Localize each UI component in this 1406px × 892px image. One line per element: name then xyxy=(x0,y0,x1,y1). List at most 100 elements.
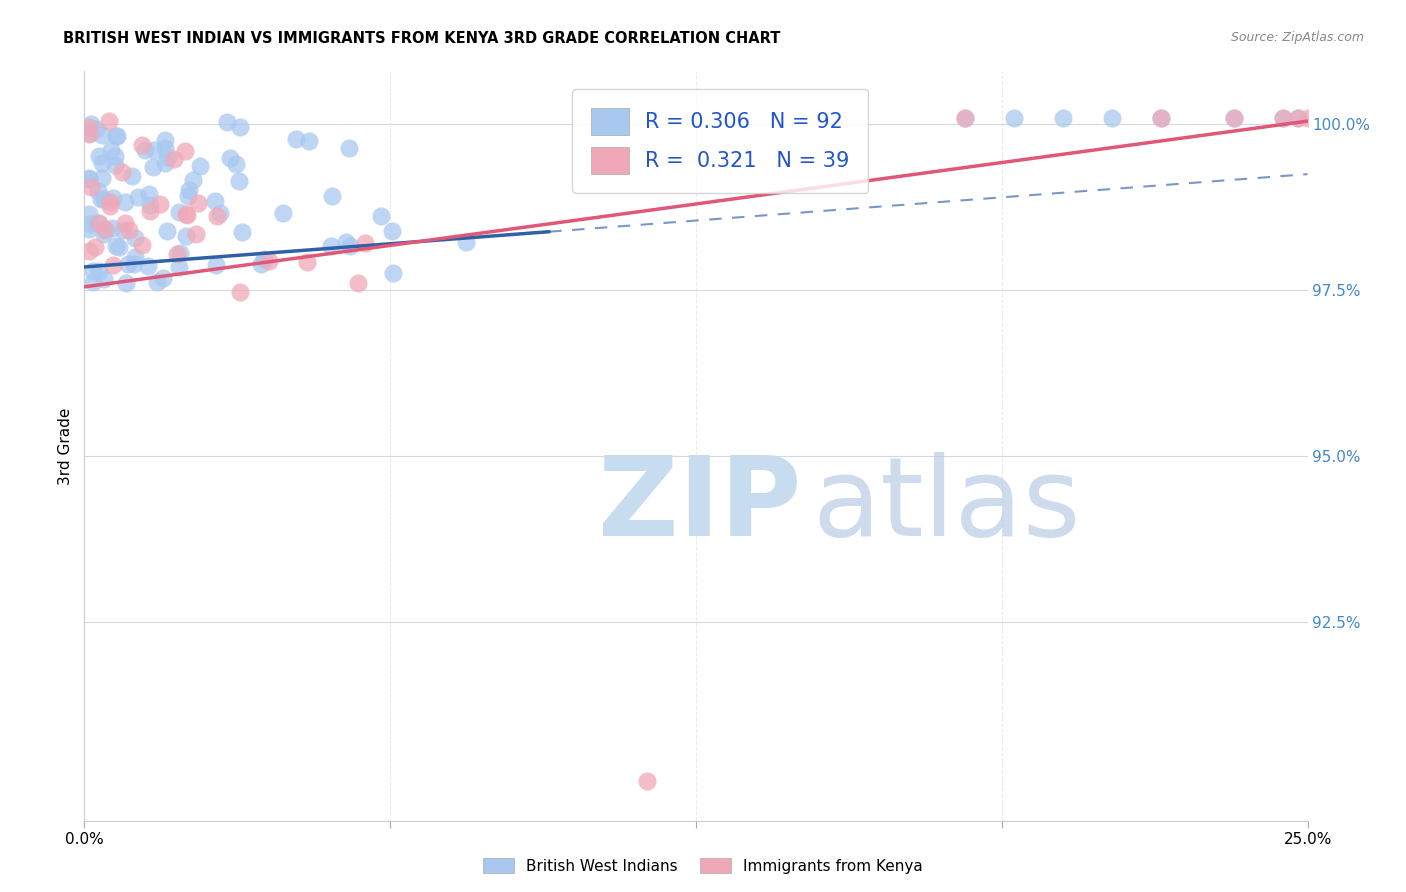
Point xyxy=(89,264,111,278)
Point xyxy=(321,189,343,203)
Point xyxy=(257,253,280,268)
Point xyxy=(84,240,107,254)
Point xyxy=(98,199,121,213)
Point xyxy=(163,152,186,166)
Point xyxy=(346,276,368,290)
Point xyxy=(86,184,108,198)
Point xyxy=(87,216,110,230)
Point xyxy=(104,158,127,172)
Point xyxy=(131,237,153,252)
Point xyxy=(156,150,179,164)
Point xyxy=(138,204,160,219)
Point xyxy=(105,238,128,252)
Point xyxy=(101,220,124,235)
Point xyxy=(91,128,114,142)
Point xyxy=(271,206,294,220)
Point xyxy=(82,264,104,278)
Point xyxy=(111,165,134,179)
Point xyxy=(114,194,136,209)
Point xyxy=(1286,111,1309,125)
Point xyxy=(143,143,166,157)
Point xyxy=(93,272,115,286)
Point xyxy=(169,245,191,260)
Point xyxy=(1223,111,1246,125)
Point xyxy=(124,231,146,245)
Point xyxy=(298,134,321,148)
Point xyxy=(181,173,204,187)
Point xyxy=(207,210,229,224)
Point xyxy=(187,195,209,210)
Point xyxy=(87,216,110,230)
Point xyxy=(77,171,100,186)
Point xyxy=(184,227,207,242)
Point xyxy=(153,141,176,155)
Point xyxy=(127,190,149,204)
Point xyxy=(82,276,104,290)
Point xyxy=(250,257,273,271)
Y-axis label: 3rd Grade: 3rd Grade xyxy=(58,408,73,484)
Point xyxy=(176,189,198,203)
Point xyxy=(79,120,101,134)
Point xyxy=(174,228,197,243)
Point xyxy=(228,285,250,299)
Point xyxy=(89,149,111,163)
Point xyxy=(228,174,250,188)
Point xyxy=(77,244,100,258)
Point xyxy=(153,155,176,169)
Point xyxy=(166,247,188,261)
Point xyxy=(155,133,177,147)
Point xyxy=(91,155,114,169)
Point xyxy=(381,224,404,238)
Point xyxy=(174,144,197,158)
Point xyxy=(1150,111,1173,125)
Point xyxy=(1272,111,1295,125)
Point xyxy=(1286,111,1309,125)
Point xyxy=(167,204,190,219)
Point xyxy=(79,126,101,140)
Point xyxy=(152,271,174,285)
Point xyxy=(77,207,100,221)
Point xyxy=(80,117,103,131)
Point xyxy=(176,208,198,222)
Point xyxy=(335,235,357,250)
Point xyxy=(370,209,392,223)
Point xyxy=(90,192,112,206)
Point xyxy=(295,255,318,269)
Point xyxy=(321,239,343,253)
Point xyxy=(139,198,162,212)
Point xyxy=(156,224,179,238)
Point xyxy=(208,205,231,219)
Text: atlas: atlas xyxy=(813,452,1081,559)
Point xyxy=(80,180,103,194)
Point xyxy=(117,257,139,271)
Text: BRITISH WEST INDIAN VS IMMIGRANTS FROM KENYA 3RD GRADE CORRELATION CHART: BRITISH WEST INDIAN VS IMMIGRANTS FROM K… xyxy=(63,31,780,46)
Point xyxy=(103,190,125,204)
Point xyxy=(204,194,226,208)
Point xyxy=(284,132,307,146)
Point xyxy=(91,170,114,185)
Point xyxy=(131,137,153,152)
Legend: R = 0.306   N = 92, R =  0.321   N = 39: R = 0.306 N = 92, R = 0.321 N = 39 xyxy=(572,89,869,193)
Point xyxy=(93,221,115,235)
Point xyxy=(339,239,361,253)
Point xyxy=(97,114,120,128)
Point xyxy=(146,276,169,290)
Point xyxy=(149,197,172,211)
Point xyxy=(167,260,190,274)
Point xyxy=(354,236,377,251)
Point xyxy=(1052,111,1074,125)
Point xyxy=(94,222,117,236)
Text: Source: ZipAtlas.com: Source: ZipAtlas.com xyxy=(1230,31,1364,45)
Point xyxy=(108,240,131,254)
Point xyxy=(454,235,477,249)
Point xyxy=(77,221,100,235)
Point xyxy=(122,257,145,271)
Point xyxy=(953,111,976,125)
Point xyxy=(103,258,125,272)
Point xyxy=(229,120,252,135)
Point xyxy=(1223,111,1246,125)
Point xyxy=(204,258,226,272)
Point xyxy=(1002,111,1025,125)
Point xyxy=(253,252,276,266)
Point xyxy=(231,225,253,239)
